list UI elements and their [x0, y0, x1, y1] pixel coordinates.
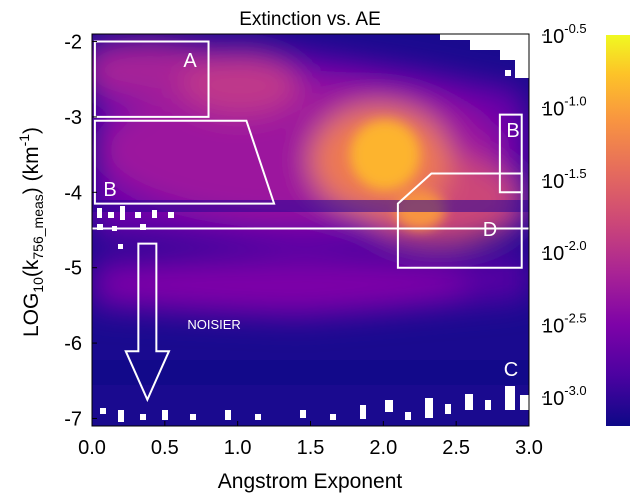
noise-pixel	[505, 70, 511, 76]
noise-pixel	[118, 410, 124, 422]
y-tick-label: -3	[64, 107, 82, 129]
y-axis-label-text: LOG10(k756_meas) (km-1)	[16, 127, 46, 337]
y-tick-label: -4	[64, 182, 82, 204]
colorbar-tick-label: 10-0.5	[542, 21, 587, 48]
density-lower-band	[92, 260, 470, 310]
y-label-sub2: 756_meas	[30, 194, 46, 259]
noise-pixel	[97, 208, 102, 218]
y-label-open: (k	[20, 259, 43, 277]
noise-pixel	[360, 405, 366, 419]
noise-pixel	[330, 414, 336, 420]
region-outline	[396, 172, 523, 269]
noise-pixel	[168, 212, 174, 218]
y-label-sub: 10	[30, 277, 46, 293]
noise-pixel	[162, 410, 168, 420]
noise-pixel	[445, 404, 451, 414]
dark-band-2	[92, 360, 529, 385]
x-tick-label: 2.5	[442, 437, 470, 459]
noise-pixel	[190, 414, 196, 420]
colorbar	[606, 35, 630, 426]
y-label-close: ) (km	[20, 146, 43, 194]
x-tick-label: 3.0	[515, 437, 543, 459]
x-axis: 0.0 0.5 1.0 1.5 2.0 2.5 3.0	[78, 421, 543, 459]
y-tick-label: -2	[64, 32, 82, 54]
region-label: A	[183, 50, 197, 72]
noise-pixel	[118, 244, 123, 249]
chart-title: Extinction vs. AE	[239, 9, 381, 30]
noise-pixel	[485, 400, 491, 410]
density-field	[92, 40, 529, 320]
noise-pixel	[255, 414, 261, 420]
noise-pixel	[108, 212, 114, 218]
colorbar-tick-label: 10-1.5	[542, 166, 587, 193]
noise-pixel	[500, 50, 529, 60]
noise-pixel	[385, 400, 393, 412]
x-axis-label: Angstrom Exponent	[218, 470, 403, 493]
noise-pixel	[405, 412, 411, 420]
noise-pixel	[100, 408, 106, 414]
y-tick-label: -7	[64, 408, 82, 430]
density-ridge	[180, 55, 300, 115]
x-tick-label: 1.5	[297, 437, 325, 459]
noise-pixel	[425, 398, 433, 418]
noise-pixels	[97, 34, 529, 422]
heatmap	[92, 34, 529, 426]
colorbar-ticks: 10-0.5 10-1.0 10-1.5 10-2.0 10-2.5 10-3.0	[542, 21, 587, 410]
noise-pixel	[140, 414, 146, 420]
noise-pixel	[440, 34, 529, 40]
noise-pixel	[300, 410, 306, 418]
noise-pixel	[505, 386, 515, 410]
noise-pixel	[120, 206, 125, 220]
region-label: D	[483, 219, 497, 241]
region-outline	[93, 40, 210, 118]
y-label-sup: -1	[16, 134, 32, 147]
x-tick-label: 2.0	[369, 437, 397, 459]
colorbar-tick-label: 10-2.0	[542, 238, 587, 265]
noise-pixel	[135, 212, 141, 218]
noise-pixel	[225, 410, 231, 420]
y-axis: -2 -3 -4 -5 -6 -7	[64, 32, 97, 430]
y-tick-label: -6	[64, 333, 82, 355]
colorbar-tick-label: 10-1.0	[542, 93, 587, 120]
y-tick-label: -5	[64, 258, 82, 280]
x-tick-label: 1.0	[224, 437, 252, 459]
noise-pixel	[97, 224, 103, 230]
region-label: B	[103, 179, 116, 201]
y-axis-label: LOG10(k756_meas) (km-1)	[16, 127, 46, 337]
region-label: C	[504, 359, 518, 381]
x-tick-label: 0.5	[151, 437, 179, 459]
region-label: B	[506, 120, 519, 142]
noise-pixel	[152, 210, 157, 218]
x-tick-label: 0.0	[78, 437, 106, 459]
noise-pixel	[465, 394, 473, 410]
region-outline	[93, 119, 276, 205]
y-label-end: )	[20, 127, 43, 134]
noise-arrow	[124, 242, 171, 403]
colorbar-tick-label: 10-2.5	[542, 311, 587, 338]
colorbar-tick-label: 10-3.0	[542, 383, 587, 410]
noise-pixel	[140, 224, 146, 230]
annotation-overlay: A B B D C NOISIER	[92, 40, 529, 403]
noise-pixel	[520, 395, 529, 410]
noise-pixel	[515, 60, 529, 78]
noise-arrow-label: NOISIER	[187, 317, 240, 332]
density-peak	[350, 120, 420, 190]
dark-band-1	[92, 200, 529, 212]
y-label-main: LOG	[20, 293, 43, 337]
noise-pixel	[470, 40, 529, 50]
